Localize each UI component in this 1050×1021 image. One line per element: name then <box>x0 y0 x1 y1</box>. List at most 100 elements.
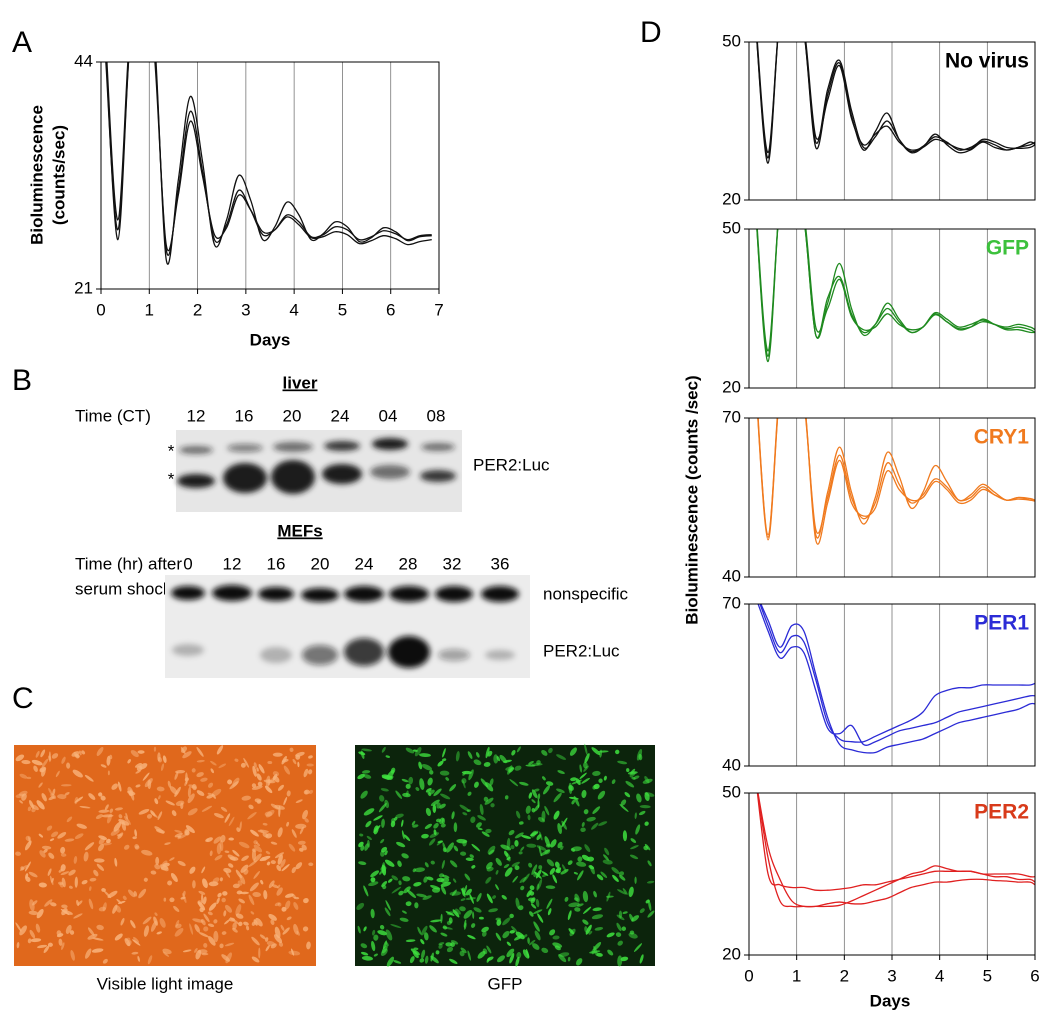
cell <box>477 815 486 821</box>
cell <box>560 845 564 850</box>
cell <box>486 945 492 954</box>
cell <box>405 783 411 789</box>
cell <box>189 923 194 935</box>
cell <box>417 926 422 935</box>
cell <box>617 889 627 895</box>
cell <box>247 812 257 820</box>
cell <box>100 795 106 801</box>
cell <box>117 781 122 792</box>
cell <box>430 885 441 890</box>
cell <box>213 813 224 819</box>
chart-title: PER2 <box>974 801 1029 824</box>
cell <box>385 929 393 941</box>
cell <box>27 806 32 812</box>
cell <box>412 749 418 752</box>
cell <box>258 947 261 959</box>
cell <box>634 876 637 884</box>
cell <box>267 761 273 765</box>
cell <box>43 848 48 853</box>
cell <box>541 749 548 756</box>
cell <box>21 759 31 765</box>
cell <box>423 876 428 883</box>
cell <box>41 845 52 850</box>
cell <box>102 958 108 964</box>
cell <box>15 922 22 932</box>
cell <box>391 886 402 894</box>
y-tick-label: 40 <box>722 755 741 774</box>
cell <box>380 788 389 792</box>
cell <box>116 898 122 904</box>
cell <box>525 948 530 959</box>
cell <box>514 839 519 847</box>
cell <box>373 934 379 941</box>
cell <box>111 783 118 790</box>
cell <box>506 837 511 850</box>
cell <box>401 778 409 783</box>
cell <box>175 770 186 774</box>
cell <box>43 945 50 954</box>
image-caption: Visible light image <box>97 974 234 993</box>
cell <box>356 902 365 910</box>
cell <box>270 919 275 925</box>
cell <box>552 942 563 948</box>
cell <box>302 809 309 820</box>
cell <box>615 932 622 938</box>
cell <box>412 824 419 828</box>
data-line <box>756 42 1035 164</box>
cell <box>445 777 450 781</box>
cell <box>581 854 590 861</box>
cell <box>361 770 371 774</box>
cell <box>485 782 494 792</box>
cell <box>615 749 620 755</box>
cell <box>194 948 198 953</box>
cell <box>421 833 429 839</box>
cell <box>393 816 398 821</box>
cell <box>381 774 393 780</box>
cell <box>38 782 43 788</box>
cell <box>373 815 383 821</box>
cell <box>76 823 88 829</box>
cell <box>160 866 169 871</box>
cell <box>235 869 242 879</box>
y-axis-label: Bioluminescence (counts /sec) <box>682 375 701 624</box>
cell <box>553 810 560 820</box>
cell <box>35 923 41 933</box>
cell <box>545 843 552 848</box>
cell <box>442 758 447 762</box>
cell <box>530 903 537 909</box>
cell <box>437 760 444 767</box>
cell <box>511 749 516 756</box>
cell <box>40 749 46 758</box>
cell <box>251 956 260 963</box>
band-label: PER2:Luc <box>473 455 550 474</box>
cell <box>19 773 28 779</box>
cell <box>594 926 604 931</box>
cell <box>274 934 283 944</box>
cell <box>440 823 446 828</box>
plot-frame <box>748 417 1036 578</box>
cell <box>73 913 83 919</box>
cell <box>207 923 215 928</box>
cell <box>526 889 532 898</box>
cell <box>370 877 376 883</box>
cell <box>542 776 546 781</box>
cell <box>636 749 643 761</box>
cell <box>114 807 123 811</box>
cell <box>553 792 562 803</box>
cell <box>144 778 153 788</box>
cell <box>512 875 518 883</box>
cell <box>504 850 509 857</box>
cell <box>541 871 549 876</box>
cell <box>268 880 275 889</box>
cell <box>367 839 370 848</box>
lane-label: 12 <box>223 554 242 573</box>
cell <box>414 902 419 909</box>
cell <box>635 824 641 835</box>
x-axis-label: Days <box>870 991 911 1010</box>
cell <box>557 770 565 775</box>
cell <box>124 816 131 825</box>
cell <box>147 955 153 965</box>
cell <box>48 852 55 859</box>
cell <box>227 854 236 861</box>
cell <box>259 829 265 834</box>
